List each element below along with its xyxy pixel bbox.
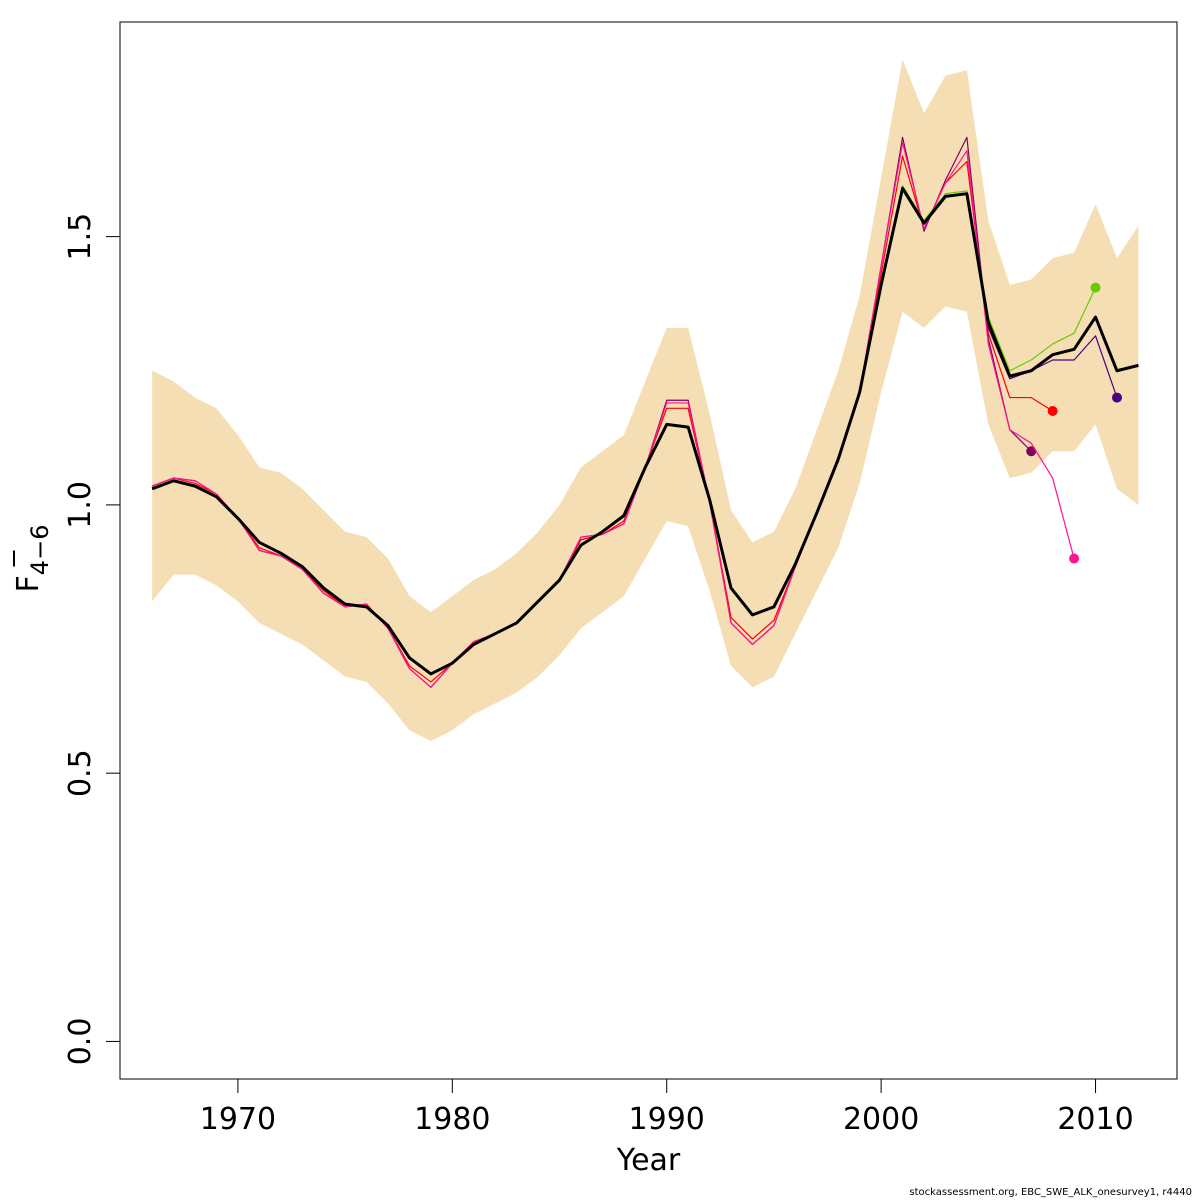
x-tick-label: 1990 — [629, 1102, 705, 1137]
series-line-1 — [151, 186, 1139, 676]
series-end-point-2 — [1090, 282, 1101, 293]
y-tick-label: 0.0 — [63, 1018, 98, 1066]
series-layer — [151, 136, 1139, 688]
y-tick-label: 1.0 — [63, 481, 98, 529]
y-axis: 0.0 0.5 1.0 1.5 — [63, 213, 121, 1066]
x-axis-title: Year — [616, 1143, 681, 1178]
y-axis-title-subscript: 4−6 — [26, 525, 54, 576]
svg-text:F4−6: F4−6 — [11, 525, 54, 593]
series-end-point-5 — [1026, 446, 1037, 457]
x-tick-label: 2010 — [1057, 1102, 1133, 1137]
y-axis-title-main: F — [11, 575, 46, 592]
series-line-6 — [151, 142, 1075, 688]
confidence-band-layer — [152, 59, 1139, 741]
y-tick-label: 0.5 — [63, 749, 98, 797]
x-tick-label: 1970 — [200, 1102, 276, 1137]
series-end-point-6 — [1069, 553, 1080, 564]
x-axis: 1970 1980 1990 2000 2010 — [200, 1078, 1134, 1137]
series-end-point-4 — [1047, 405, 1058, 416]
y-tick-label: 1.5 — [63, 213, 98, 261]
confidence-band — [152, 59, 1139, 741]
x-tick-label: 1980 — [414, 1102, 490, 1137]
y-axis-title: F4−6 — [11, 525, 54, 593]
series-end-point-3 — [1111, 392, 1122, 403]
x-tick-label: 2000 — [843, 1102, 919, 1137]
footer-note: stockassessment.org, EBC_SWE_ALK_onesurv… — [909, 1187, 1192, 1198]
